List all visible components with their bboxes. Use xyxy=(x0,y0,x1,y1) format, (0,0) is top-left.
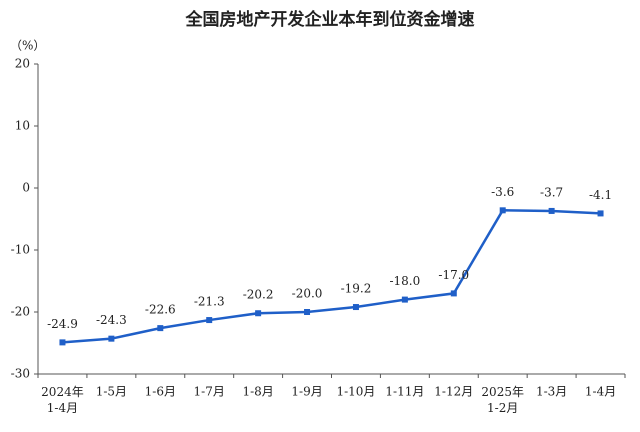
y-tick-label: -10 xyxy=(11,243,30,257)
x-tick-label: 1-8月 xyxy=(242,385,273,399)
marker xyxy=(59,339,66,346)
y-unit: （%） xyxy=(10,39,45,53)
data-label: -22.6 xyxy=(145,303,176,317)
data-label: -3.7 xyxy=(540,185,563,199)
y-tick-label: -30 xyxy=(11,367,30,381)
x-tick-label: 1-9月 xyxy=(291,385,322,399)
data-label: -24.3 xyxy=(96,313,127,327)
marker xyxy=(597,210,604,217)
chart-title: 全国房地产开发企业本年到位资金增速 xyxy=(185,9,475,30)
data-label: -19.2 xyxy=(341,282,372,296)
data-label: -20.2 xyxy=(243,288,274,302)
y-tick-label: 20 xyxy=(15,57,30,71)
x-tick-label: 1-12月 xyxy=(434,385,473,399)
marker xyxy=(499,207,506,214)
x-tick-label: 1-6月 xyxy=(145,385,176,399)
marker xyxy=(255,310,262,317)
marker xyxy=(401,296,408,303)
x-tick-label: 1-3月 xyxy=(536,385,567,399)
marker xyxy=(108,335,115,342)
marker xyxy=(157,325,164,332)
data-label: -3.6 xyxy=(491,185,514,199)
line xyxy=(62,209,601,344)
y-tick-label: 0 xyxy=(22,181,30,195)
data-label: -17.0 xyxy=(438,268,469,282)
data-label: -20.0 xyxy=(292,287,323,301)
y-tick-label: 10 xyxy=(15,119,30,133)
data-label: -4.1 xyxy=(589,188,612,202)
x-tick-label: 1-4月 xyxy=(585,385,616,399)
data-label: -21.3 xyxy=(194,295,225,309)
y-tick-label: -20 xyxy=(11,305,30,319)
marker xyxy=(352,304,359,311)
x-tick-label: 1-11月 xyxy=(385,385,424,399)
marker xyxy=(304,309,311,315)
x-tick-label: 2024年 1-4月 xyxy=(41,385,84,415)
x-tick-label: 2025年 1-2月 xyxy=(481,385,524,415)
marker xyxy=(206,317,213,324)
data-label: -18.0 xyxy=(389,274,420,288)
x-tick-label: 1-7月 xyxy=(194,385,225,399)
marker xyxy=(450,290,457,297)
marker xyxy=(548,207,555,214)
x-tick-label: 1-5月 xyxy=(96,385,127,399)
data-label: -24.9 xyxy=(47,317,78,331)
x-tick-label: 1-10月 xyxy=(336,385,375,399)
